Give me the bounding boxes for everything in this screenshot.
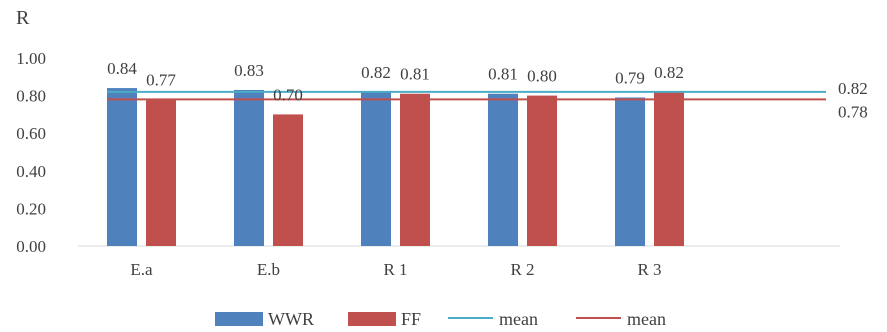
y-tick-label: 0.40 bbox=[16, 162, 46, 181]
data-label-ff: 0.77 bbox=[146, 70, 176, 89]
legend-ff-swatch bbox=[348, 312, 396, 326]
bar-wwr bbox=[361, 91, 391, 246]
y-axis-label: R bbox=[16, 7, 30, 29]
y-axis-ticks: 0.00 0.20 0.40 0.60 0.80 1.00 bbox=[16, 49, 46, 256]
data-label-wwr: 0.84 bbox=[107, 59, 137, 78]
data-label-wwr: 0.79 bbox=[615, 68, 645, 87]
data-label-wwr: 0.81 bbox=[488, 65, 518, 84]
bars bbox=[107, 88, 684, 247]
legend-ff-label: FF bbox=[401, 309, 421, 329]
bar-wwr bbox=[615, 97, 645, 246]
bar-ff bbox=[146, 99, 176, 246]
data-label-ff: 0.82 bbox=[654, 63, 684, 82]
bar-ff bbox=[527, 95, 557, 246]
data-label-ff: 0.70 bbox=[273, 85, 303, 104]
x-axis-ticks: E.a E.b R 1 R 2 R 3 bbox=[130, 260, 661, 279]
y-tick-label: 0.20 bbox=[16, 199, 46, 218]
x-tick-label: E.a bbox=[130, 260, 153, 279]
data-label-ff: 0.80 bbox=[527, 67, 557, 86]
mean-line-label: 0.78 bbox=[838, 102, 868, 121]
mean-lines: 0.82 0.78 bbox=[107, 79, 868, 121]
x-tick-label: R 1 bbox=[383, 260, 407, 279]
x-tick-label: E.b bbox=[257, 260, 280, 279]
bar-ff bbox=[273, 114, 303, 247]
bar-ff bbox=[400, 93, 430, 246]
legend-wwr-swatch bbox=[215, 312, 263, 326]
mean-line-label: 0.82 bbox=[838, 79, 868, 98]
legend-mean-wwr-label: mean bbox=[499, 309, 538, 329]
legend-wwr-label: WWR bbox=[268, 309, 314, 329]
bar-wwr bbox=[488, 93, 518, 246]
legend-mean-ff-label: mean bbox=[627, 309, 666, 329]
bar-wwr bbox=[107, 88, 137, 246]
bar-wwr bbox=[234, 89, 264, 247]
y-tick-label: 1.00 bbox=[16, 49, 46, 68]
data-label-ff: 0.81 bbox=[400, 65, 430, 84]
y-tick-label: 0.60 bbox=[16, 124, 46, 143]
bar-ff bbox=[654, 91, 684, 246]
x-tick-label: R 3 bbox=[637, 260, 661, 279]
data-label-wwr: 0.83 bbox=[234, 61, 264, 80]
legend: WWR FF mean mean bbox=[215, 309, 666, 329]
y-tick-label: 0.80 bbox=[16, 87, 46, 106]
x-tick-label: R 2 bbox=[510, 260, 534, 279]
y-tick-label: 0.00 bbox=[16, 237, 46, 256]
data-label-wwr: 0.82 bbox=[361, 63, 391, 82]
data-labels: 0.84 0.77 0.83 0.70 0.82 0.81 0.81 0.80 0.79 0.82 bbox=[107, 59, 684, 104]
